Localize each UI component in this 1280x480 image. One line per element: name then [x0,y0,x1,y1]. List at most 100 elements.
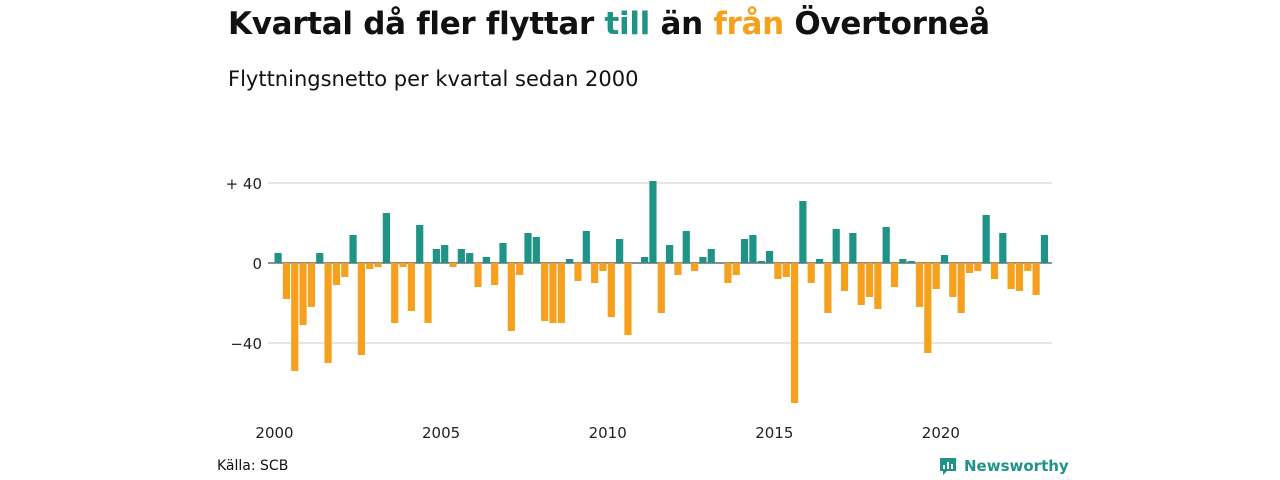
bar [949,263,957,297]
bar [291,263,299,371]
bar [740,239,749,263]
bar [432,249,440,263]
bar [907,261,915,263]
bar [990,263,999,279]
bar [491,263,499,285]
bar [699,257,707,263]
bar [349,235,357,263]
y-tick-label: −40 [230,335,262,353]
bar [724,263,732,283]
bar [341,263,349,277]
bar [524,233,532,263]
bar [482,257,490,263]
bar [965,263,974,273]
bars [274,181,1049,403]
bar [441,245,449,263]
bar [782,263,790,277]
bar [566,259,574,263]
x-tick-label: 2010 [589,424,627,442]
bar [999,233,1007,263]
bar [316,253,324,263]
bar [641,257,649,263]
x-tick-label: 2000 [255,424,293,442]
bar [399,263,407,267]
newsworthy-logo-icon [940,458,956,475]
bar [549,263,557,323]
bar [824,263,832,313]
bar [849,233,857,263]
bar [940,255,949,263]
chart-title: Kvartal då fler flyttar till än från Öve… [228,6,990,42]
bar [924,263,932,353]
bar [774,263,782,279]
bar [541,263,549,321]
bar [666,245,674,263]
bar [1040,235,1049,263]
bar [682,231,690,263]
brand-logo: Newsworthy [938,456,1069,476]
bar [591,263,599,283]
x-tick-label: 2015 [755,424,793,442]
x-tick-label: 2005 [422,424,460,442]
axis-labels: + 40 0 −40 2000 2005 2010 2015 2020 [226,175,960,442]
bar [899,259,907,263]
bar [499,243,507,263]
bar [274,253,282,263]
chart-subtitle: Flyttningsnetto per kvartal sedan 2000 [228,67,639,91]
bar [957,263,965,313]
bar [832,229,840,263]
bar [466,253,474,263]
bar [691,263,699,271]
bar [391,263,399,323]
bar [366,263,374,269]
bar [424,263,432,323]
bar [890,263,899,287]
bar [757,261,765,263]
bar [857,263,865,305]
title-text-2: än [649,6,714,42]
bar [815,259,824,263]
bar [840,263,849,291]
bar [765,251,774,263]
bar [807,263,815,283]
bar [915,263,924,307]
bar [407,263,415,311]
bar [457,249,465,263]
bar [882,227,890,263]
y-tick-label: 0 [252,255,262,273]
bar [324,263,332,363]
bar [974,263,982,271]
bar [616,239,624,263]
bar [582,231,590,263]
bar [749,235,757,263]
bar [657,263,665,313]
bar [732,263,740,275]
bar [299,263,307,325]
bar [357,263,365,355]
bar [474,263,482,287]
bar [674,263,682,275]
bar [707,249,715,263]
bar [574,263,582,281]
bar [865,263,874,297]
bar [607,263,615,317]
title-text-3: Övertorneå [783,6,990,42]
y-tick-label: + 40 [226,175,262,193]
bar [307,263,316,307]
x-tick-label: 2020 [922,424,960,442]
title-till: till [604,6,650,42]
bar [1024,263,1032,271]
bar [282,263,291,299]
bar-chart: + 40 0 −40 2000 2005 2010 2015 2020 [226,175,1052,442]
bar [1007,263,1015,289]
bar [599,263,607,271]
bar [874,263,882,309]
bar [932,263,940,289]
bar [332,263,341,285]
bar [1015,263,1024,291]
bar [799,201,807,263]
bar [557,263,565,323]
title-text-1: Kvartal då fler flyttar [228,6,605,42]
source-note: Källa: SCB [217,458,289,474]
bar [624,263,632,335]
